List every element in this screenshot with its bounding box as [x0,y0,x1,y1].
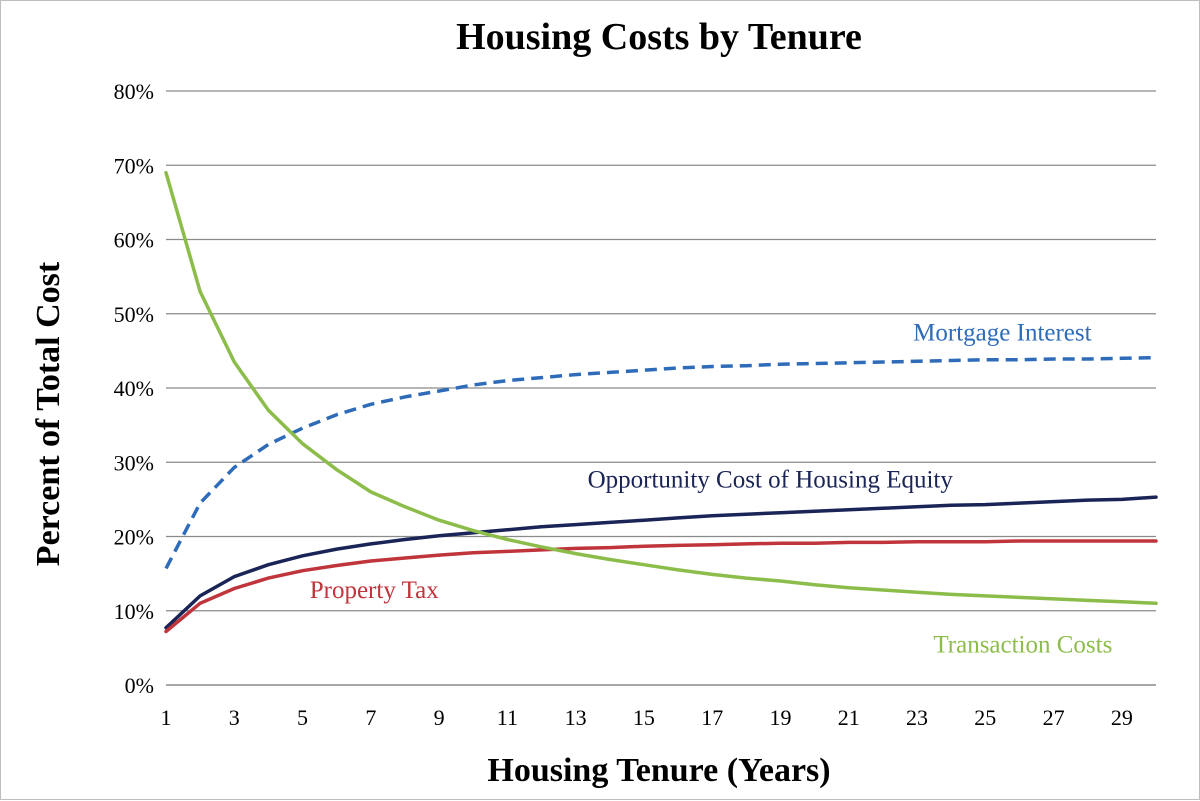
series-labels: Mortgage Interest Opportunity Cost of Hou… [310,319,1113,658]
y-tick-label: 10% [114,599,154,624]
chart-title: Housing Costs by Tenure [456,16,862,58]
series-lines [164,170,1158,634]
x-tick-label: 17 [701,705,723,730]
y-axis-title: Percent of Total Cost [30,261,67,566]
series-label-mortgage-interest: Mortgage Interest [913,319,1091,346]
x-tick-label: 7 [365,705,376,730]
series-label-opportunity-cost-of-housing-equity: Opportunity Cost of Housing Equity [588,466,954,493]
y-tick-label: 60% [114,228,154,253]
x-tick-label: 13 [565,705,587,730]
series-line-transaction-costs [164,170,1158,606]
x-tick-label: 3 [229,705,240,730]
series-line-mortgage-interest [164,355,1157,570]
series-label-transaction-costs: Transaction Costs [933,631,1112,658]
series-line-property-tax [164,539,1158,634]
x-tick-label: 9 [434,705,445,730]
y-tick-label: 70% [114,153,154,178]
series-line-opportunity-cost-of-housing-equity [164,495,1158,630]
x-tick-label: 27 [1043,705,1065,730]
x-tick-label: 1 [161,705,172,730]
x-axis-ticks: 1 3 5 7 9 11 13 15 17 19 21 23 25 27 29 [161,705,1133,730]
x-tick-label: 25 [974,705,996,730]
y-tick-label: 80% [114,79,154,104]
y-tick-label: 0% [125,673,154,698]
y-tick-label: 50% [114,302,154,327]
y-tick-label: 20% [114,525,154,550]
y-tick-label: 40% [114,376,154,401]
y-axis-ticks: 0% 10% 20% 30% 40% 50% 60% 70% 80% [114,79,154,698]
x-tick-label: 29 [1111,705,1133,730]
x-axis-title: Housing Tenure (Years) [487,752,830,789]
x-tick-label: 5 [297,705,308,730]
y-tick-label: 30% [114,450,154,475]
x-tick-label: 21 [838,705,860,730]
x-tick-label: 19 [769,705,791,730]
x-tick-label: 11 [497,705,518,730]
gridlines [166,90,1156,612]
series-label-property-tax: Property Tax [310,577,440,604]
x-tick-label: 15 [633,705,655,730]
x-tick-label: 23 [906,705,928,730]
